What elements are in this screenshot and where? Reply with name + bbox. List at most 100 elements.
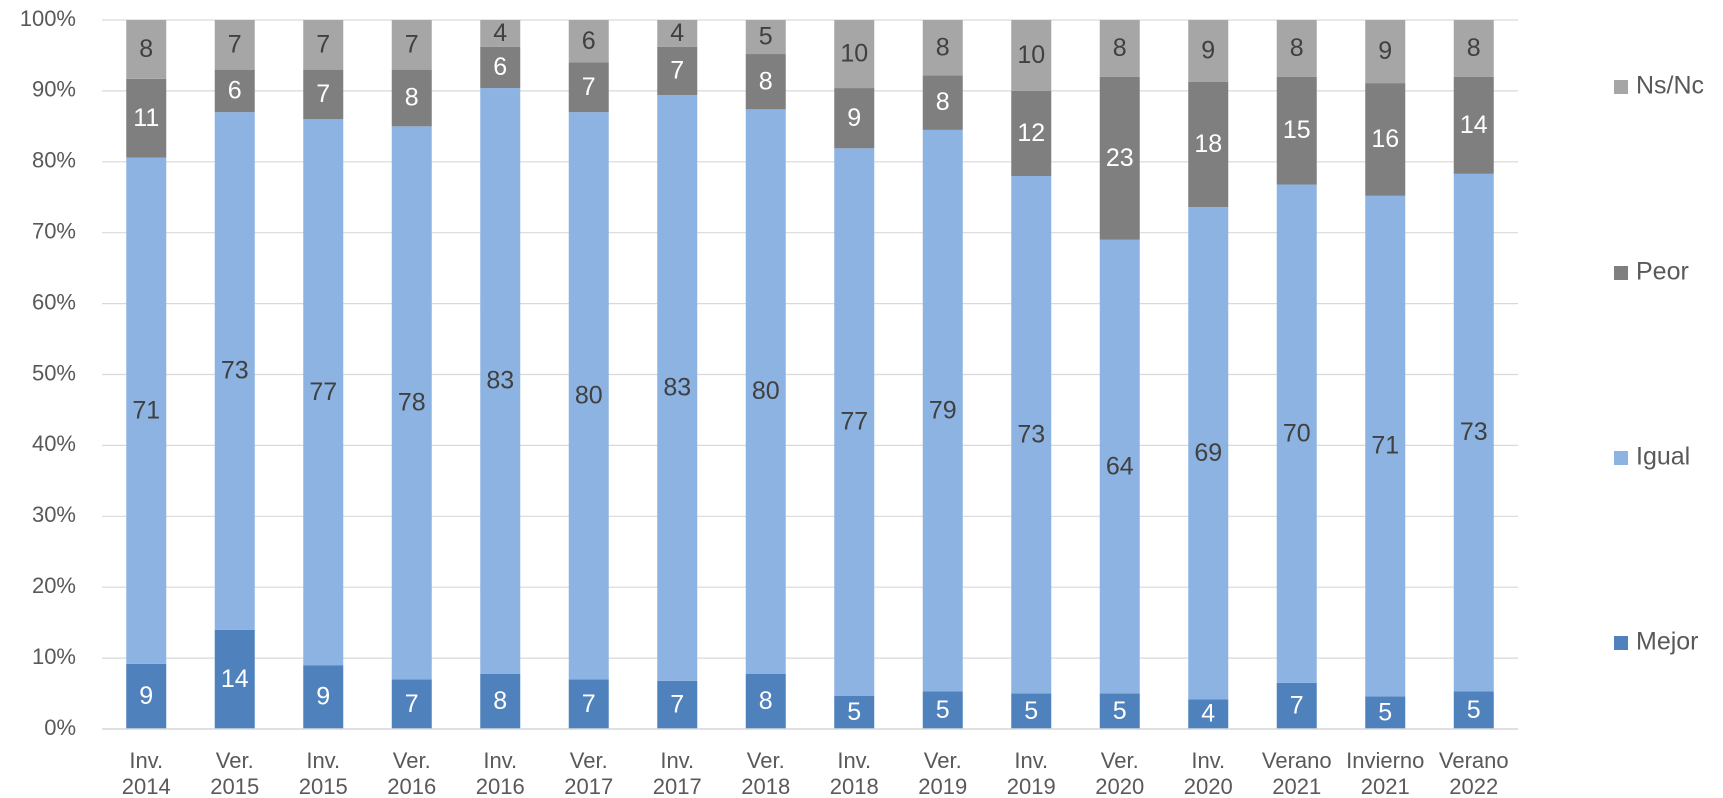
value-label: 7 (1290, 692, 1304, 720)
bar-segment (126, 157, 167, 664)
bar-segment (1365, 195, 1406, 697)
bar-segment (1276, 184, 1317, 683)
value-label: 23 (1106, 144, 1134, 172)
value-label: 73 (221, 357, 249, 385)
x-tick-label: Verano (1439, 748, 1509, 773)
value-label: 7 (670, 57, 684, 85)
bar-segment (657, 46, 698, 96)
y-tick-label: 80% (32, 148, 76, 173)
x-tick-label: 2015 (210, 774, 259, 798)
value-label: 12 (1017, 119, 1045, 147)
bar-segment (1188, 699, 1229, 729)
bar-segment (1365, 83, 1406, 196)
value-label: 7 (582, 690, 596, 718)
bar-segment (568, 20, 609, 63)
bar-segment (1453, 76, 1494, 174)
bar-segment (1011, 175, 1052, 694)
bar-segment (1365, 696, 1406, 729)
legend-swatch (1614, 80, 1628, 94)
value-label: 7 (405, 30, 419, 58)
value-label: 5 (759, 23, 773, 51)
value-label: 5 (1024, 697, 1038, 725)
bar-segment (745, 20, 786, 55)
bar-segment (745, 109, 786, 674)
value-label: 9 (139, 682, 153, 710)
bar-segment (1276, 20, 1317, 77)
value-label: 5 (1378, 698, 1392, 726)
value-label: 8 (1113, 34, 1127, 62)
value-label: 80 (575, 381, 603, 409)
value-label: 9 (1378, 37, 1392, 65)
value-label: 8 (493, 687, 507, 715)
y-tick-label: 90% (32, 77, 76, 102)
y-tick-label: 0% (44, 715, 76, 740)
value-label: 8 (936, 33, 950, 61)
bar-segment (834, 20, 875, 89)
bar-segment (214, 69, 255, 113)
value-label: 18 (1194, 130, 1222, 158)
x-tick-label: 2019 (1007, 774, 1056, 798)
bar-segment (922, 691, 963, 729)
bar-segment (1099, 20, 1140, 77)
x-tick-label: 2022 (1449, 774, 1498, 798)
value-label: 8 (759, 67, 773, 95)
value-label: 79 (929, 396, 957, 424)
value-label: 6 (582, 27, 596, 55)
bar-segment (303, 69, 344, 120)
x-tick-label: 2017 (653, 774, 702, 798)
x-tick-label: Inv. (129, 748, 163, 773)
legend-label: Peor (1636, 258, 1689, 286)
x-tick-label: 2014 (122, 774, 171, 798)
x-tick-label: 2021 (1272, 774, 1321, 798)
x-tick-label: Inv. (1191, 748, 1225, 773)
x-tick-label: Inv. (1014, 748, 1048, 773)
value-label: 69 (1194, 439, 1222, 467)
bar-segment (1188, 20, 1229, 82)
legend-swatch (1614, 266, 1628, 280)
legend-label: Ns/Nc (1636, 72, 1704, 100)
bar-segment (922, 75, 963, 130)
bar-segment (568, 62, 609, 113)
bar-segment (214, 629, 255, 729)
x-tick-label: 2017 (564, 774, 613, 798)
value-label: 9 (847, 104, 861, 132)
bar-segment (1099, 693, 1140, 729)
bar-segment (1099, 239, 1140, 694)
legend-label: Igual (1636, 443, 1690, 471)
value-label: 73 (1017, 420, 1045, 448)
bar-segment (922, 129, 963, 692)
value-label: 83 (486, 366, 514, 394)
value-label: 14 (1460, 111, 1488, 139)
legend-swatch (1614, 451, 1628, 465)
value-label: 5 (1467, 696, 1481, 724)
x-tick-label: Ver. (747, 748, 785, 773)
bar-segment (391, 679, 432, 729)
value-label: 71 (1371, 432, 1399, 460)
value-label: 78 (398, 388, 426, 416)
bar-segment (1011, 90, 1052, 176)
value-label: 4 (493, 19, 507, 47)
value-label: 70 (1283, 419, 1311, 447)
x-tick-label: Ver. (570, 748, 608, 773)
bar-segment (922, 20, 963, 76)
x-tick-label: Ver. (1101, 748, 1139, 773)
bar-segment (126, 663, 167, 729)
value-label: 10 (840, 40, 868, 68)
bar-segment (391, 20, 432, 70)
bar-segment (1453, 691, 1494, 729)
bar-segment (126, 20, 167, 79)
bar-segment (214, 112, 255, 630)
value-label: 4 (670, 19, 684, 47)
bar-segment (303, 119, 344, 666)
value-label: 15 (1283, 116, 1311, 144)
x-tick-label: 2018 (741, 774, 790, 798)
bar-segment (834, 88, 875, 149)
y-tick-label: 70% (32, 219, 76, 244)
value-label: 14 (221, 665, 249, 693)
value-label: 73 (1460, 418, 1488, 446)
y-tick-label: 40% (32, 431, 76, 456)
bar-segment (657, 680, 698, 729)
value-label: 9 (316, 683, 330, 711)
bar-segment (1276, 76, 1317, 185)
bar-segment (303, 665, 344, 729)
